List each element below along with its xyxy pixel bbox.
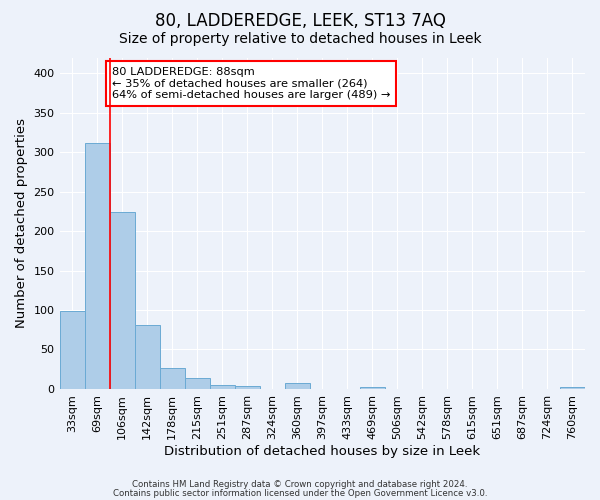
Bar: [85, 142, 110, 389]
Bar: [235, 386, 260, 389]
Bar: [59, 311, 85, 389]
Bar: [360, 386, 385, 389]
Bar: [160, 368, 185, 389]
Text: 80 LADDEREDGE: 88sqm
← 35% of detached houses are smaller (264)
64% of semi-deta: 80 LADDEREDGE: 88sqm ← 35% of detached h…: [112, 67, 391, 100]
Bar: [209, 385, 235, 389]
Bar: [285, 384, 310, 389]
Bar: [134, 325, 160, 389]
Text: 80, LADDEREDGE, LEEK, ST13 7AQ: 80, LADDEREDGE, LEEK, ST13 7AQ: [155, 12, 445, 30]
Text: Contains public sector information licensed under the Open Government Licence v3: Contains public sector information licen…: [113, 489, 487, 498]
Bar: [560, 386, 585, 389]
Bar: [110, 212, 134, 389]
Text: Contains HM Land Registry data © Crown copyright and database right 2024.: Contains HM Land Registry data © Crown c…: [132, 480, 468, 489]
Text: Size of property relative to detached houses in Leek: Size of property relative to detached ho…: [119, 32, 481, 46]
Y-axis label: Number of detached properties: Number of detached properties: [15, 118, 28, 328]
Bar: [185, 378, 209, 389]
X-axis label: Distribution of detached houses by size in Leek: Distribution of detached houses by size …: [164, 444, 481, 458]
